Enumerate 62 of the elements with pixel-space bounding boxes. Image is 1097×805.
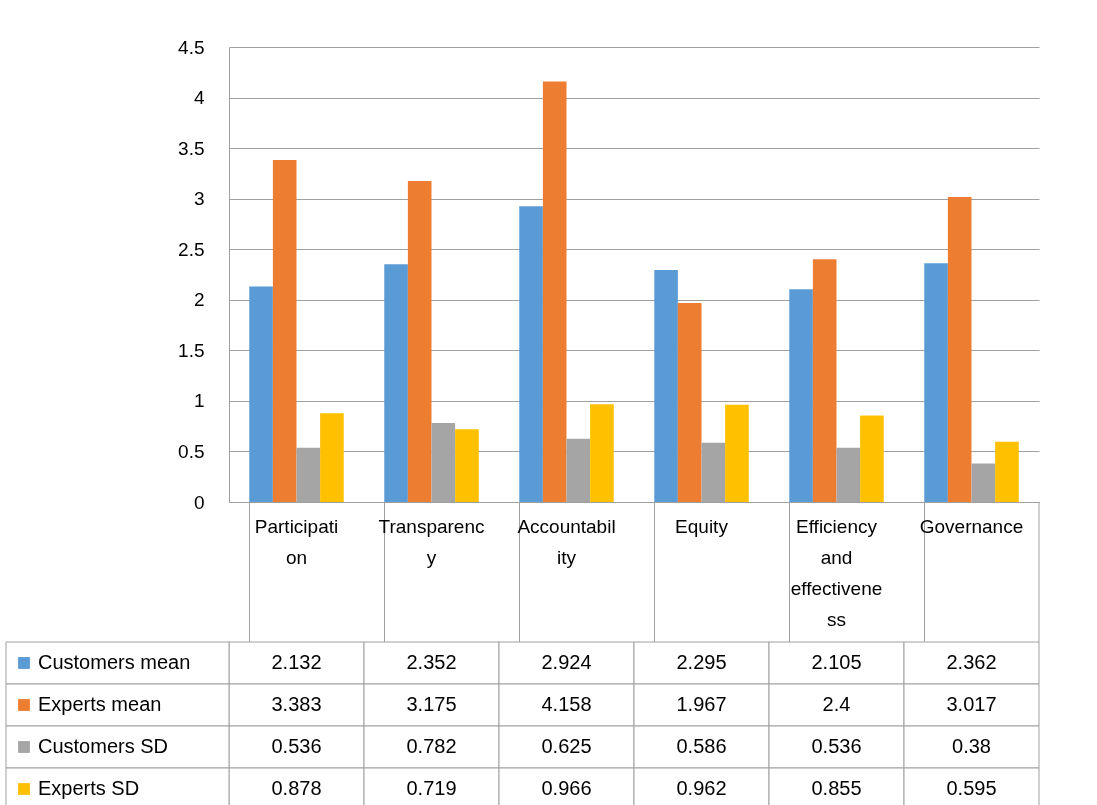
bar [384,264,408,502]
x-tick-label: Equity [675,515,729,537]
x-tick-label: Efficiency and effectiveness [790,515,883,630]
y-tick-label: 3 [193,188,205,210]
legend-label: Experts SD [38,777,140,799]
data-label: 0.38 [952,735,991,757]
bar [654,269,678,502]
bar [725,404,749,502]
bar [789,289,813,502]
y-tick-label: 4 [193,87,205,109]
data-label: 3.017 [946,693,997,715]
bar [924,263,948,502]
data-label: 2.132 [271,651,322,673]
data-label: 3.175 [406,693,457,715]
data-label: 3.383 [271,693,322,715]
x-tick-label: Accountability [517,515,616,568]
data-label: 0.536 [811,735,862,757]
bar [677,303,702,502]
data-label: 0.595 [946,777,997,799]
bar [947,196,972,502]
bar [860,415,884,502]
data-label: 0.855 [811,777,862,799]
y-tick-label: 0.5 [178,440,205,462]
data-label: 0.586 [676,735,727,757]
bar [812,259,837,502]
data-label: 2.295 [676,651,727,673]
data-label: 0.719 [406,777,457,799]
bar [995,441,1019,502]
bar [519,206,543,502]
data-label: 2.924 [541,651,592,673]
y-tick-label: 4.5 [178,36,205,58]
bar [407,180,432,502]
bar [455,429,479,502]
y-tick-label: 2.5 [178,238,205,260]
y-tick-label: 0 [193,491,205,513]
data-label: 2.362 [946,651,997,673]
y-tick-label: 1.5 [178,339,205,361]
bar [272,159,297,502]
legend-label: Customers mean [38,651,191,673]
data-label: 0.966 [541,777,592,799]
data-label: 2.352 [406,651,457,673]
bar [590,404,614,502]
y-tick-label: 1 [193,390,205,412]
data-label: 0.625 [541,735,592,757]
bar [542,81,567,502]
legend-label: Experts mean [38,693,162,715]
legend-label: Customers SD [38,735,169,757]
data-label: 2.4 [822,693,851,715]
x-tick-label: Transparency [378,515,485,568]
data-label: 0.536 [271,735,322,757]
data-label: 0.878 [271,777,322,799]
x-tick-label: Participation [254,515,339,568]
bar [320,413,344,502]
data-label: 0.962 [676,777,727,799]
data-label: 2.105 [811,651,862,673]
bar [249,286,273,502]
x-tick-label: Governance [919,515,1024,537]
data-label: 1.967 [676,693,727,715]
y-tick-label: 2 [193,289,205,311]
data-label: 0.782 [406,735,457,757]
y-tick-label: 3.5 [178,137,205,159]
data-label: 4.158 [541,693,592,715]
